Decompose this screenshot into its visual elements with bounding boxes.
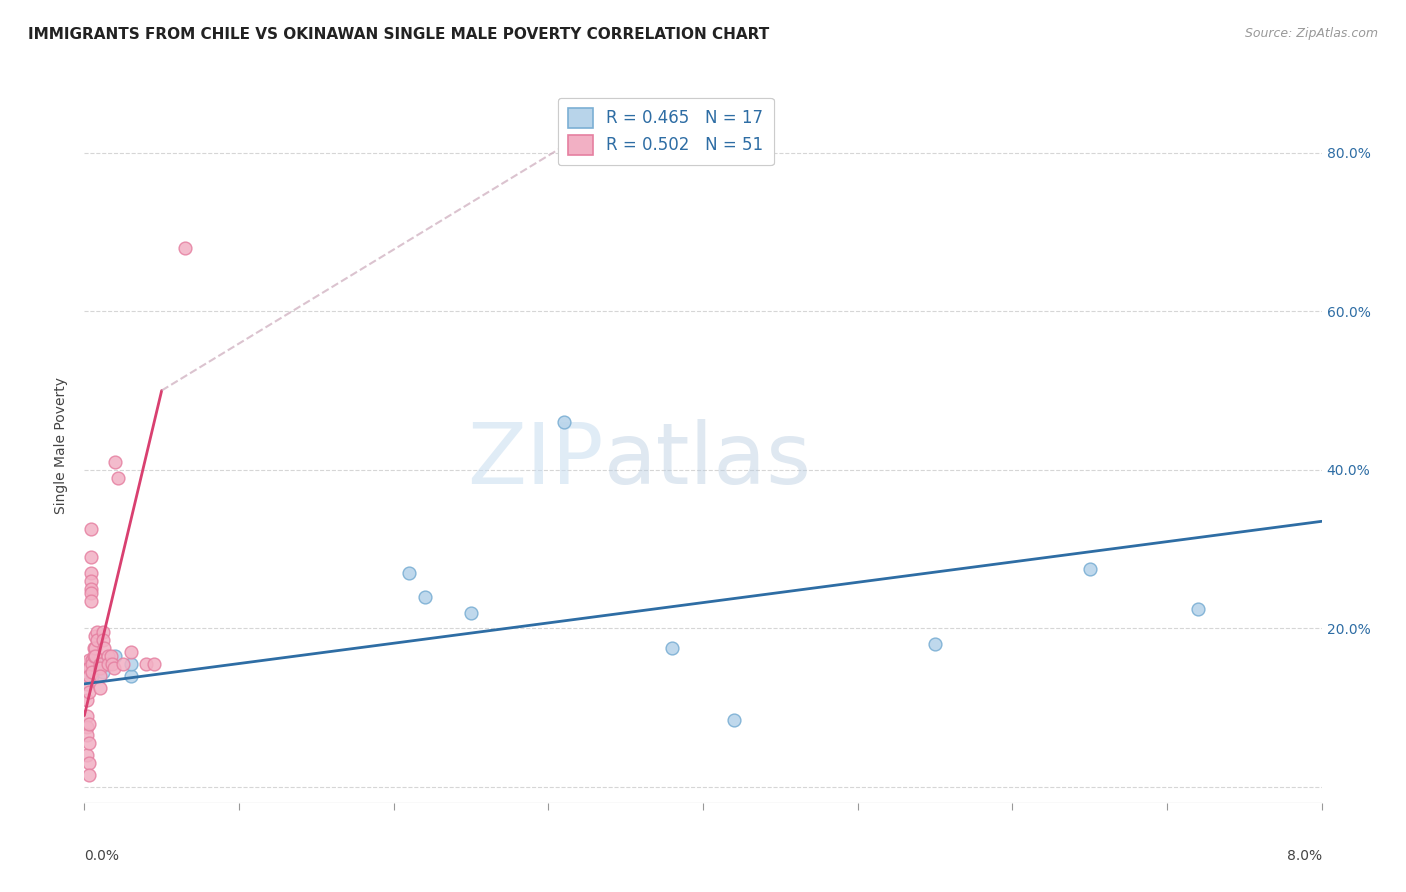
Point xyxy=(104,455,127,469)
Point xyxy=(76,677,98,691)
Point xyxy=(143,657,166,671)
Point xyxy=(82,653,104,667)
Point xyxy=(93,641,115,656)
Point xyxy=(96,657,120,671)
Point xyxy=(76,728,98,742)
Point xyxy=(77,669,100,683)
Point xyxy=(91,633,114,648)
Point xyxy=(83,649,105,664)
Point xyxy=(77,736,100,750)
Point xyxy=(96,657,120,671)
Point xyxy=(723,713,745,727)
Point xyxy=(77,661,100,675)
Point xyxy=(82,665,104,679)
Point xyxy=(101,657,124,671)
Point xyxy=(1187,601,1209,615)
Point xyxy=(174,241,197,255)
Point xyxy=(100,649,122,664)
Point xyxy=(84,641,107,656)
Point xyxy=(398,566,420,580)
Point xyxy=(76,692,98,706)
Legend: R = 0.465   N = 17, R = 0.502   N = 51: R = 0.465 N = 17, R = 0.502 N = 51 xyxy=(558,97,773,165)
Point xyxy=(89,657,111,671)
Point xyxy=(89,657,111,671)
Point xyxy=(79,593,101,607)
Point xyxy=(77,653,100,667)
Point xyxy=(1078,562,1101,576)
Y-axis label: Single Male Poverty: Single Male Poverty xyxy=(55,377,69,515)
Point xyxy=(120,645,142,659)
Point xyxy=(76,708,98,723)
Point xyxy=(79,549,101,564)
Text: Source: ZipAtlas.com: Source: ZipAtlas.com xyxy=(1244,27,1378,40)
Text: atlas: atlas xyxy=(605,418,813,502)
Point xyxy=(79,582,101,596)
Point xyxy=(413,590,436,604)
Point xyxy=(120,669,142,683)
Point xyxy=(120,657,142,671)
Point xyxy=(84,629,107,643)
Point xyxy=(77,685,100,699)
Point xyxy=(76,721,98,735)
Point xyxy=(103,661,125,675)
Point xyxy=(82,653,104,667)
Point xyxy=(79,566,101,580)
Point xyxy=(96,649,120,664)
Point xyxy=(77,768,100,782)
Point xyxy=(79,574,101,588)
Point xyxy=(553,415,575,429)
Text: 0.0%: 0.0% xyxy=(84,849,120,863)
Point xyxy=(924,637,946,651)
Point xyxy=(82,657,104,671)
Point xyxy=(89,661,111,675)
Point xyxy=(661,641,683,656)
Point xyxy=(82,669,104,683)
Point xyxy=(79,585,101,599)
Point xyxy=(107,471,129,485)
Point xyxy=(89,669,111,683)
Point xyxy=(84,649,107,664)
Point xyxy=(112,657,135,671)
Point xyxy=(76,748,98,763)
Text: IMMIGRANTS FROM CHILE VS OKINAWAN SINGLE MALE POVERTY CORRELATION CHART: IMMIGRANTS FROM CHILE VS OKINAWAN SINGLE… xyxy=(28,27,769,42)
Point xyxy=(460,606,482,620)
Point xyxy=(76,657,98,671)
Point xyxy=(91,625,114,640)
Point xyxy=(77,716,100,731)
Point xyxy=(83,641,105,656)
Text: 8.0%: 8.0% xyxy=(1286,849,1322,863)
Point xyxy=(77,756,100,771)
Text: ZIP: ZIP xyxy=(468,418,605,502)
Point xyxy=(135,657,157,671)
Point xyxy=(79,522,101,536)
Point xyxy=(86,633,108,648)
Point xyxy=(104,649,127,664)
Point xyxy=(91,665,114,679)
Point xyxy=(86,625,108,640)
Point xyxy=(89,681,111,695)
